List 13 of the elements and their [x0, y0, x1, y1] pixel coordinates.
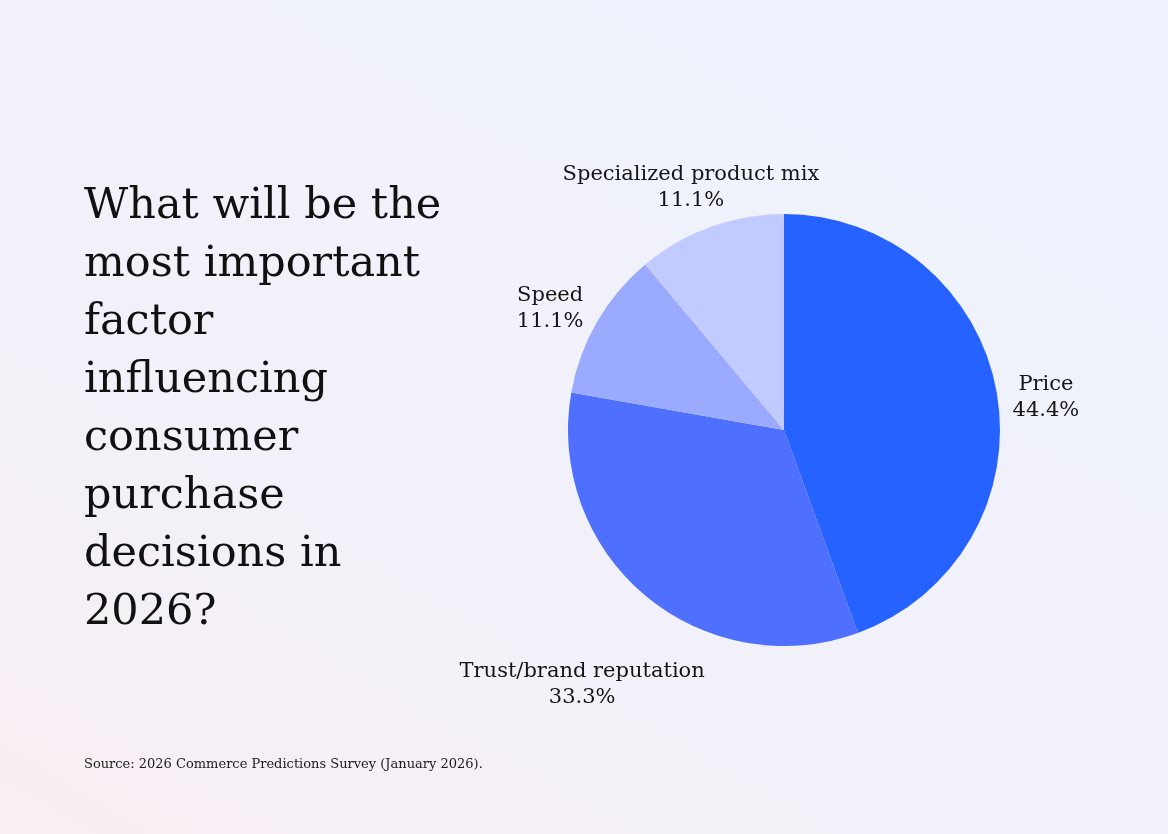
- pie-slice: [568, 392, 858, 646]
- source-note: Source: 2026 Commerce Predictions Survey (January 2026).: [84, 755, 483, 773]
- data-label: 44.4%: [1012, 396, 1080, 421]
- data-label: 33.3%: [548, 683, 616, 708]
- data-label: 11.1%: [657, 187, 725, 212]
- slice-label: Price: [1018, 370, 1074, 395]
- slice-label: Trust/brand reputation: [459, 657, 705, 682]
- slice-label: Specialized product mix: [562, 161, 820, 186]
- slice-label: Speed: [517, 282, 584, 306]
- data-label: 11.1%: [516, 308, 584, 332]
- pie-slice: [784, 214, 1000, 633]
- text: What will be the most important factor influencing consumer purchase decisions in 2026?: [84, 177, 443, 636]
- pie-slice: [645, 214, 784, 430]
